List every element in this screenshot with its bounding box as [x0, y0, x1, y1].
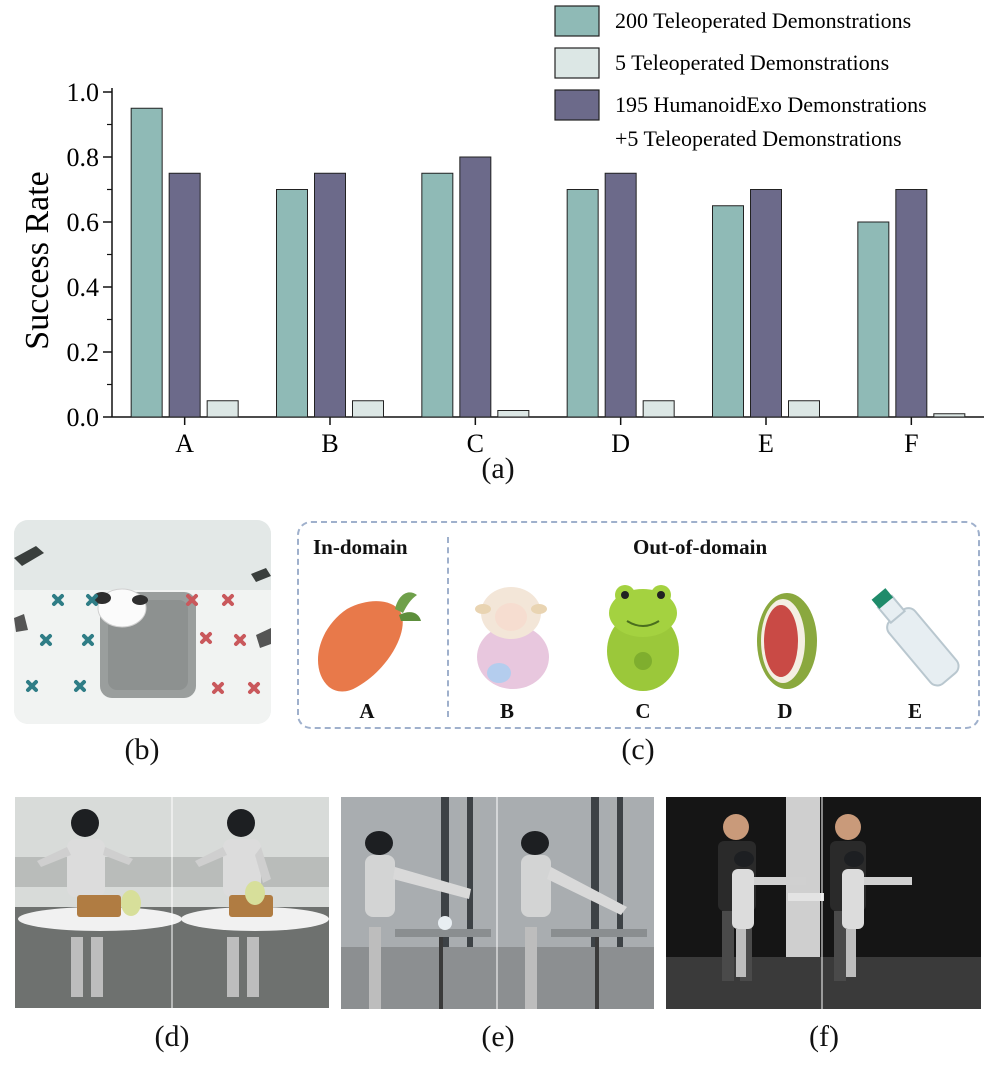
bar-c-series-1	[421, 172, 454, 418]
x-tick-label: B	[321, 429, 338, 458]
bar-f-series-3	[933, 413, 966, 418]
object-label-d: D	[777, 699, 793, 723]
workspace-photo	[14, 520, 271, 724]
in-domain-heading: In-domain	[313, 535, 408, 559]
photo-d	[15, 797, 329, 1008]
legend-label-3: +5 Teleoperated Demonstrations	[615, 126, 902, 151]
y-tick-label: 0.2	[67, 338, 100, 367]
frog-plush-icon	[607, 585, 679, 691]
bar-a-series-2	[168, 172, 201, 418]
bottle-icon	[871, 588, 960, 687]
robot-e-left	[365, 831, 471, 1009]
caption-d: (d)	[154, 1020, 190, 1053]
x-tick-label: C	[467, 429, 484, 458]
success-rate-chart: 0.0 0.2 0.4 0.6 0.8 1.0 Success Rate A B C D E F 200…	[19, 5, 984, 458]
bar-b-series-3	[352, 400, 384, 418]
legend-label-2: 5 Teleoperated Demonstrations	[615, 50, 889, 75]
y-tick-label: 0.8	[67, 143, 100, 172]
caption-f: (f)	[809, 1020, 839, 1053]
y-tick-label: 0.6	[67, 208, 100, 237]
bar-e-series-3	[788, 400, 820, 418]
out-domain-heading: Out-of-domain	[633, 535, 768, 559]
legend-swatch-2	[554, 47, 600, 79]
bar-e-series-1	[712, 205, 744, 418]
objects-panel: In-domain Out-of-domain	[297, 521, 980, 729]
y-tick-label: 1.0	[67, 78, 100, 107]
object-label-b: B	[499, 699, 514, 723]
chart-legend: 200 Teleoperated Demonstrations 5 Teleope…	[554, 5, 927, 151]
bar-c-series-2	[459, 156, 492, 418]
bar-f-series-1	[857, 221, 890, 418]
caption-b: (b)	[124, 733, 160, 766]
caption-a: (a)	[481, 452, 515, 485]
chart-axes: 0.0 0.2 0.4 0.6 0.8 1.0 Success Rate A B C D E F	[19, 78, 984, 458]
robot-d-left	[37, 809, 133, 997]
sheep-plush-icon	[475, 587, 549, 689]
robot-f-left	[732, 851, 806, 977]
legend-label-3: 195 HumanoidExo Demonstrations	[615, 92, 927, 117]
robot-f-right	[842, 851, 912, 977]
bar-c-series-3	[497, 410, 530, 418]
bar-b-series-2	[314, 172, 346, 418]
workspace-illustration	[14, 520, 271, 724]
bar-d-series-2	[604, 172, 637, 418]
objects-illustration	[317, 585, 960, 692]
photo-e	[341, 797, 654, 1009]
object-label-a: A	[359, 699, 375, 723]
y-axis-label: Success Rate	[19, 171, 56, 349]
bar-d-series-3	[642, 400, 675, 418]
bar-a-series-1	[130, 107, 163, 418]
y-tick-label: 0.4	[67, 273, 100, 302]
photo-f	[666, 797, 981, 1009]
watermelon-plush-icon	[757, 593, 817, 689]
legend-swatch-1	[554, 5, 600, 37]
caption-c: (c)	[621, 733, 655, 766]
bar-b-series-1	[276, 189, 308, 418]
x-tick-label: E	[758, 429, 774, 458]
object-label-e: E	[907, 699, 922, 723]
chart-bars	[130, 107, 966, 418]
x-tick-label: A	[175, 429, 194, 458]
carrot-icon	[317, 592, 421, 692]
domain-divider	[447, 537, 449, 717]
x-tick-label: D	[611, 429, 630, 458]
legend-label-1: 200 Teleoperated Demonstrations	[615, 8, 911, 33]
legend-swatch-3	[554, 89, 600, 121]
robot-e-right	[521, 831, 627, 1009]
bar-f-series-2	[895, 189, 928, 418]
object-label-c: C	[635, 699, 651, 723]
bar-d-series-1	[566, 189, 599, 418]
x-tick-label: F	[904, 429, 918, 458]
y-tick-label: 0.0	[67, 403, 100, 432]
caption-e: (e)	[481, 1020, 515, 1053]
bar-a-series-3	[206, 400, 239, 418]
bar-e-series-2	[750, 189, 782, 418]
